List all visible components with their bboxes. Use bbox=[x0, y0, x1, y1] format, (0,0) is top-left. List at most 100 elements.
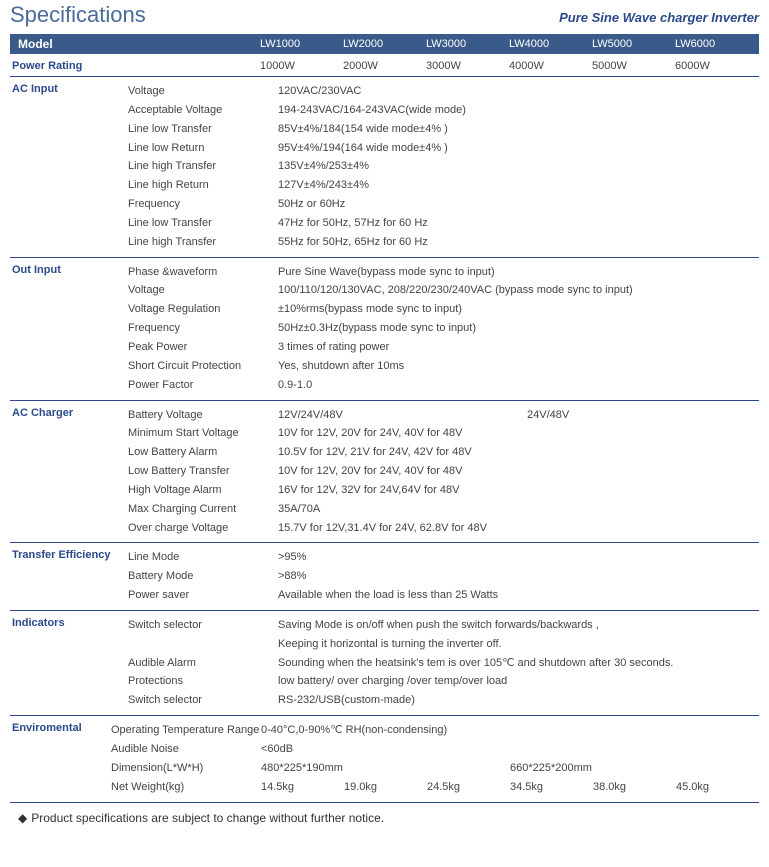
value: 10V for 12V, 20V for 24V, 40V for 48V bbox=[278, 426, 759, 441]
param: Low Battery Alarm bbox=[128, 445, 278, 460]
value: 10V for 12V, 20V for 24V, 40V for 48V bbox=[278, 464, 759, 479]
spec-row: Short Circuit ProtectionYes, shutdown af… bbox=[128, 357, 759, 376]
spec-row: Audible AlarmSounding when the heatsink'… bbox=[128, 654, 759, 673]
header: Specifications Pure Sine Wave charger In… bbox=[10, 0, 759, 34]
model-col: LW5000 bbox=[592, 38, 675, 50]
spec-row: Power saverAvailable when the load is le… bbox=[128, 586, 759, 605]
model-col: LW6000 bbox=[675, 38, 758, 50]
weight-col: 19.0kg bbox=[344, 780, 427, 795]
spec-row: Phase &waveformPure Sine Wave(bypass mod… bbox=[128, 263, 759, 282]
spec-row: Line low Transfer85V±4%/184(154 wide mod… bbox=[128, 120, 759, 139]
model-col: LW1000 bbox=[260, 38, 343, 50]
value: 100/110/120/130VAC, 208/220/230/240VAC (… bbox=[278, 283, 759, 298]
param: Line high Transfer bbox=[128, 235, 278, 250]
spec-row: Minimum Start Voltage10V for 12V, 20V fo… bbox=[128, 424, 759, 443]
value-left: 12V/24V/48V bbox=[278, 408, 527, 423]
value: Saving Mode is on/off when push the swit… bbox=[278, 618, 759, 633]
param: Short Circuit Protection bbox=[128, 359, 278, 374]
param: Audible Alarm bbox=[128, 656, 278, 671]
power-rating-label: Power Rating bbox=[10, 60, 128, 72]
param: Battery Mode bbox=[128, 569, 278, 584]
value: 194-243VAC/164-243VAC(wide mode) bbox=[278, 103, 759, 118]
spec-row: Line high Return127V±4%/243±4% bbox=[128, 176, 759, 195]
model-col: LW2000 bbox=[343, 38, 426, 50]
value: 35A/70A bbox=[278, 502, 759, 517]
spec-row: Switch selectorRS-232/USB(custom-made) bbox=[128, 691, 759, 710]
weight-col: 38.0kg bbox=[593, 780, 676, 795]
spec-row: Low Battery Alarm10.5V for 12V, 21V for … bbox=[128, 443, 759, 462]
section-transfer: Transfer Efficiency Line Mode>95% Batter… bbox=[10, 543, 759, 611]
model-bar: Model LW1000 LW2000 LW3000 LW4000 LW5000… bbox=[10, 34, 759, 54]
section-label: AC Charger bbox=[10, 406, 128, 538]
section-ac-input: AC Input Voltage120VAC/230VAC Acceptable… bbox=[10, 77, 759, 258]
value: low battery/ over charging /over temp/ov… bbox=[278, 674, 759, 689]
section-body: Voltage120VAC/230VAC Acceptable Voltage1… bbox=[128, 82, 759, 252]
param: Frequency bbox=[128, 197, 278, 212]
param: Frequency bbox=[128, 321, 278, 336]
value: 50Hz±0.3Hz(bypass mode sync to input) bbox=[278, 321, 759, 336]
value: Sounding when the heatsink's tem is over… bbox=[278, 656, 759, 671]
param: Line Mode bbox=[128, 550, 278, 565]
power-val: 5000W bbox=[592, 60, 675, 72]
diamond-icon: ◆ bbox=[18, 811, 27, 825]
spec-row: Over charge Voltage15.7V for 12V,31.4V f… bbox=[128, 519, 759, 538]
weight-values: 14.5kg 19.0kg 24.5kg 34.5kg 38.0kg 45.0k… bbox=[261, 780, 759, 795]
footnote-text: Product specifications are subject to ch… bbox=[31, 811, 384, 825]
value: Yes, shutdown after 10ms bbox=[278, 359, 759, 374]
value: 0-40°C,0-90%℃ RH(non-condensing) bbox=[261, 723, 759, 738]
power-val: 1000W bbox=[260, 60, 343, 72]
power-val: 6000W bbox=[675, 60, 758, 72]
footnote: ◆ Product specifications are subject to c… bbox=[10, 802, 759, 825]
param: Net Weight(kg) bbox=[111, 780, 261, 795]
value: >95% bbox=[278, 550, 759, 565]
param: Over charge Voltage bbox=[128, 521, 278, 536]
spec-row: Power Factor0.9-1.0 bbox=[128, 376, 759, 395]
weight-col: 34.5kg bbox=[510, 780, 593, 795]
section-body: Battery Voltage 12V/24V/48V 24V/48V Mini… bbox=[128, 406, 759, 538]
param: Acceptable Voltage bbox=[128, 103, 278, 118]
power-val: 4000W bbox=[509, 60, 592, 72]
spec-row: High Voltage Alarm16V for 12V, 32V for 2… bbox=[128, 481, 759, 500]
value: 16V for 12V, 32V for 24V,64V for 48V bbox=[278, 483, 759, 498]
spec-row: Dimension(L*W*H) 480*225*190mm 660*225*2… bbox=[111, 759, 759, 778]
value: 0.9-1.0 bbox=[278, 378, 759, 393]
value: 135V±4%/253±4% bbox=[278, 159, 759, 174]
section-ac-charger: AC Charger Battery Voltage 12V/24V/48V 2… bbox=[10, 401, 759, 544]
param: Line low Transfer bbox=[128, 122, 278, 137]
param: Line high Transfer bbox=[128, 159, 278, 174]
spec-row: Acceptable Voltage194-243VAC/164-243VAC(… bbox=[128, 101, 759, 120]
param: Power Factor bbox=[128, 378, 278, 393]
param: Power saver bbox=[128, 588, 278, 603]
section-body: Line Mode>95% Battery Mode>88% Power sav… bbox=[128, 548, 759, 605]
spec-row: Battery Voltage 12V/24V/48V 24V/48V bbox=[128, 406, 759, 425]
param: Peak Power bbox=[128, 340, 278, 355]
page-title: Specifications bbox=[10, 2, 146, 28]
section-label: Out Input bbox=[10, 263, 128, 395]
value: 50Hz or 60Hz bbox=[278, 197, 759, 212]
weight-col: 45.0kg bbox=[676, 780, 759, 795]
param: High Voltage Alarm bbox=[128, 483, 278, 498]
param: Low Battery Transfer bbox=[128, 464, 278, 479]
page-subtitle: Pure Sine Wave charger Inverter bbox=[559, 10, 759, 25]
value: 95V±4%/194(164 wide mode±4% ) bbox=[278, 141, 759, 156]
param: Voltage bbox=[128, 283, 278, 298]
param: Line low Return bbox=[128, 141, 278, 156]
value: ±10%rms(bypass mode sync to input) bbox=[278, 302, 759, 317]
param: Protections bbox=[128, 674, 278, 689]
section-out-input: Out Input Phase &waveformPure Sine Wave(… bbox=[10, 258, 759, 401]
value: 85V±4%/184(154 wide mode±4% ) bbox=[278, 122, 759, 137]
param: Audible Noise bbox=[111, 742, 261, 757]
power-val: 3000W bbox=[426, 60, 509, 72]
value: 10.5V for 12V, 21V for 24V, 42V for 48V bbox=[278, 445, 759, 460]
param: Dimension(L*W*H) bbox=[111, 761, 261, 776]
spec-row: Frequency50Hz±0.3Hz(bypass mode sync to … bbox=[128, 319, 759, 338]
spec-row: Protectionslow battery/ over charging /o… bbox=[128, 672, 759, 691]
param bbox=[128, 637, 278, 652]
value: RS-232/USB(custom-made) bbox=[278, 693, 759, 708]
value: Keeping it horizontal is turning the inv… bbox=[278, 637, 759, 652]
spec-row: Battery Mode>88% bbox=[128, 567, 759, 586]
spec-row: Operating Temperature Range0-40°C,0-90%℃… bbox=[111, 721, 759, 740]
value: 15.7V for 12V,31.4V for 24V, 62.8V for 4… bbox=[278, 521, 759, 536]
param: Voltage bbox=[128, 84, 278, 99]
param: Line high Return bbox=[128, 178, 278, 193]
